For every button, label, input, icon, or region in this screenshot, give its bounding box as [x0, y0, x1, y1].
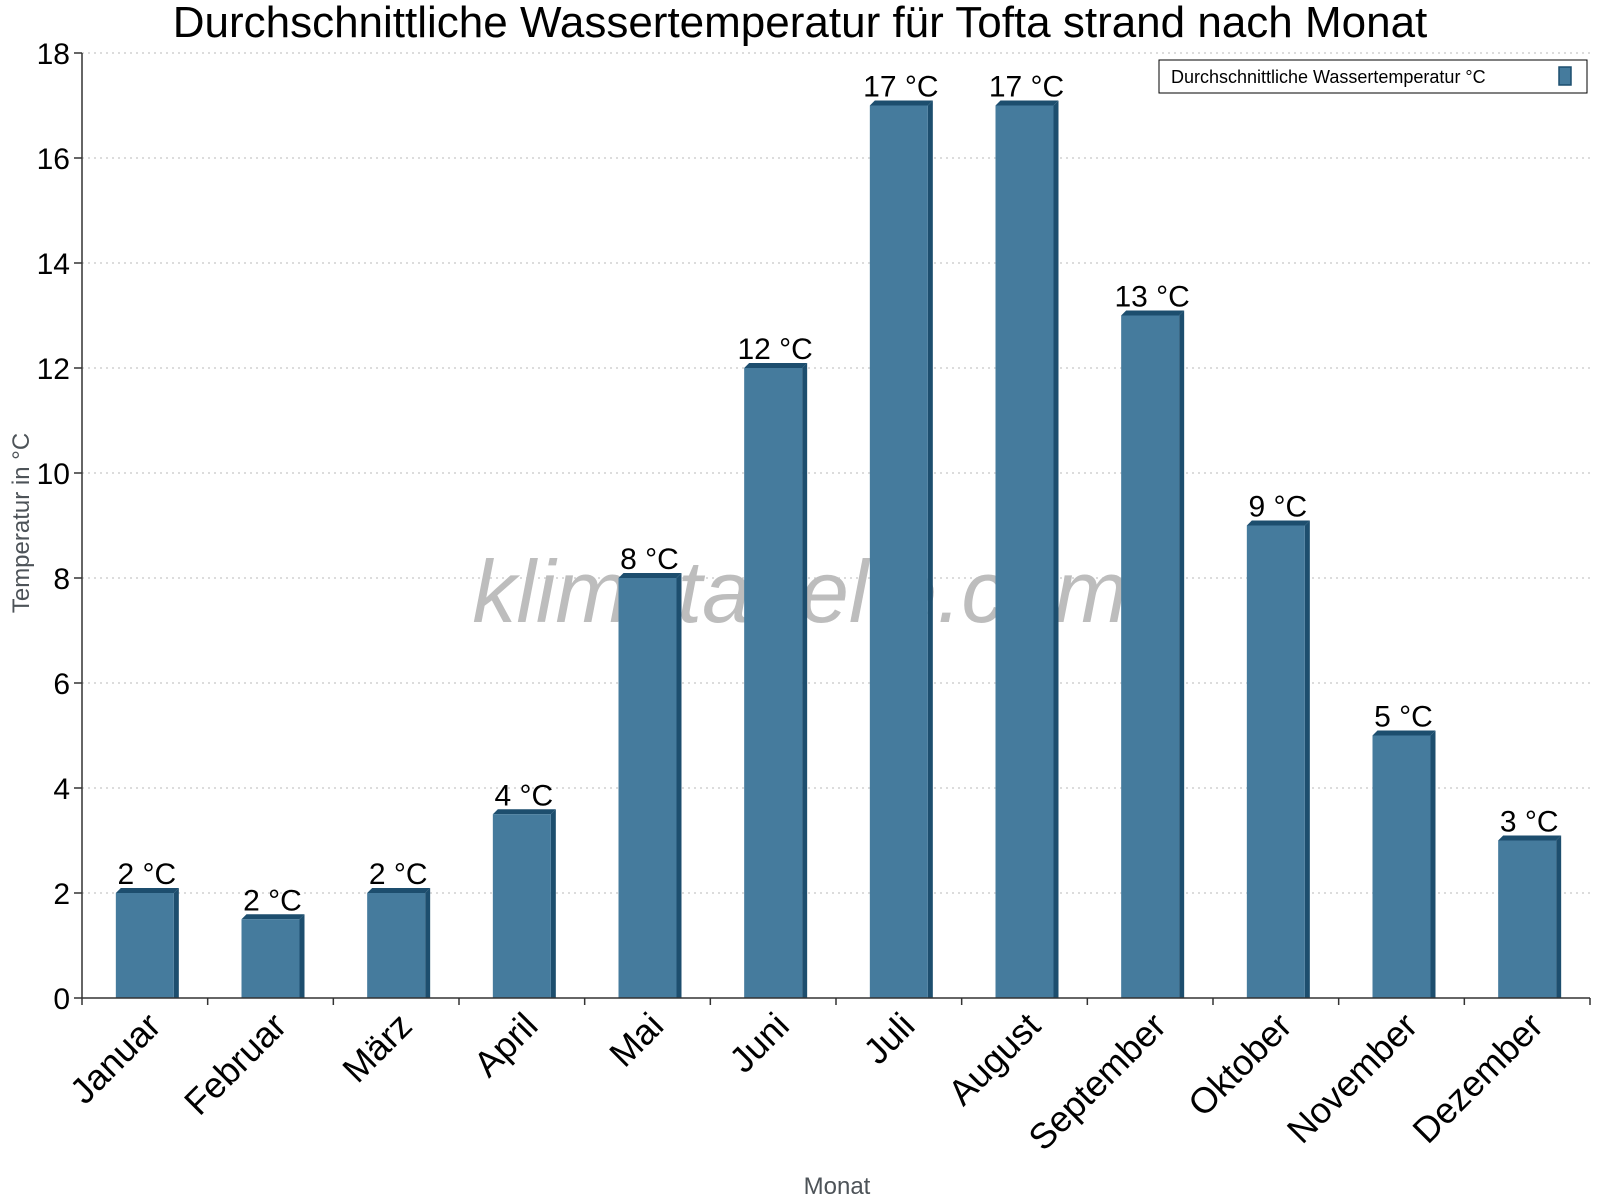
y-tick-label: 18	[37, 38, 70, 71]
bar-side	[802, 363, 808, 998]
axes	[81, 53, 1590, 999]
x-tick-label: September	[1020, 1005, 1174, 1159]
bar-side	[676, 573, 682, 998]
bar-front	[744, 368, 803, 998]
data-label: 2 °C	[369, 858, 428, 891]
bar	[1246, 520, 1310, 998]
bar-side	[1304, 520, 1310, 998]
y-tick-label: 4	[53, 773, 70, 806]
legend: Durchschnittliche Wassertemperatur °C	[1158, 59, 1588, 94]
y-tick-label: 8	[53, 563, 70, 596]
bar-side	[1053, 100, 1059, 998]
bar-top	[492, 809, 556, 815]
bar-side	[1556, 835, 1562, 998]
bar-top	[241, 914, 305, 920]
data-label: 17 °C	[989, 71, 1064, 104]
bar-front	[995, 105, 1054, 998]
data-label: 5 °C	[1374, 701, 1433, 734]
x-tick-label: Dezember	[1404, 1005, 1550, 1151]
bar	[1121, 310, 1185, 998]
bar	[492, 809, 556, 998]
bar-top	[1372, 730, 1436, 736]
bar-front	[1372, 735, 1431, 998]
legend-label: Durchschnittliche Wassertemperatur °C	[1171, 67, 1486, 87]
y-axis-ticks: 0 2 4 6 8 10 12 14 16 18	[37, 38, 82, 1016]
bar	[241, 914, 305, 998]
x-tick-label: Oktober	[1180, 1005, 1300, 1125]
chart-title: Durchschnittliche Wassertemperatur für T…	[173, 0, 1428, 47]
x-axis-ticks: Januar Februar März April Mai Juni Juli AugustS…	[62, 998, 1591, 1159]
bar-side	[425, 888, 431, 998]
data-label: 8 °C	[620, 543, 679, 576]
y-tick-label: 6	[53, 668, 70, 701]
data-labels: 2 °C 2 °C 2 °C 4 °C 8 °C 12 °C 17 °C 17 °C 13 °C…	[117, 71, 1558, 918]
bar-side	[927, 100, 933, 998]
bar-front	[492, 814, 551, 998]
bar-side	[173, 888, 179, 998]
bar	[744, 363, 808, 998]
bar	[869, 100, 933, 998]
bar	[1372, 730, 1436, 998]
x-axis-title: Monat	[804, 1173, 871, 1200]
bar-top	[115, 888, 179, 893]
bar-top	[1121, 310, 1185, 316]
bar-front	[367, 893, 426, 998]
y-axis-title: Temperatur in °C	[8, 433, 35, 613]
bar	[1498, 835, 1562, 998]
x-tick-label: Mai	[601, 1005, 671, 1075]
bar-side	[1430, 730, 1436, 998]
y-tick-label: 16	[37, 143, 70, 176]
data-label: 2 °C	[117, 858, 176, 891]
bar-front	[241, 919, 300, 998]
bar-side	[550, 809, 556, 998]
bar-top	[995, 100, 1059, 106]
bar-top	[869, 100, 933, 106]
data-label: 2 °C	[243, 884, 302, 917]
x-tick-label: Januar	[62, 1005, 169, 1112]
data-label: 17 °C	[863, 71, 938, 104]
bar	[995, 100, 1059, 998]
data-label: 3 °C	[1500, 806, 1559, 839]
x-tick-label: Juli	[855, 1005, 922, 1072]
data-label: 9 °C	[1248, 491, 1307, 524]
legend-swatch	[1558, 66, 1572, 86]
bar-front	[1121, 315, 1180, 998]
bar-front	[618, 578, 677, 998]
legend-box	[1158, 59, 1588, 94]
bar-top	[618, 573, 682, 578]
bar-top	[1498, 835, 1562, 841]
bar-top	[744, 363, 808, 368]
bar	[115, 888, 179, 998]
x-tick-label: April	[466, 1005, 546, 1085]
x-tick-label: Juni	[721, 1005, 797, 1081]
bar-front	[869, 105, 928, 998]
x-tick-label: November	[1279, 1005, 1425, 1151]
y-tick-label: 12	[37, 353, 70, 386]
bar-front	[115, 893, 174, 998]
bar-side	[1179, 310, 1185, 998]
bar-front	[1246, 525, 1305, 998]
bar-top	[1246, 520, 1310, 526]
data-label: 12 °C	[737, 333, 812, 366]
bar-front	[1498, 840, 1557, 998]
data-label: 4 °C	[494, 779, 553, 812]
y-tick-label: 2	[53, 878, 70, 911]
x-tick-label: Februar	[176, 1005, 294, 1123]
bar-side	[299, 914, 305, 998]
bar-top	[367, 888, 431, 893]
bar	[618, 573, 682, 998]
x-tick-label: August	[940, 1005, 1048, 1113]
y-tick-label: 14	[37, 248, 70, 281]
y-tick-label: 10	[37, 458, 70, 491]
data-label: 13 °C	[1114, 281, 1189, 314]
gridlines	[82, 52, 1590, 894]
bar-series	[115, 100, 1562, 998]
y-tick-label: 0	[53, 983, 70, 1016]
x-tick-label: März	[334, 1005, 420, 1091]
bar	[367, 888, 431, 998]
